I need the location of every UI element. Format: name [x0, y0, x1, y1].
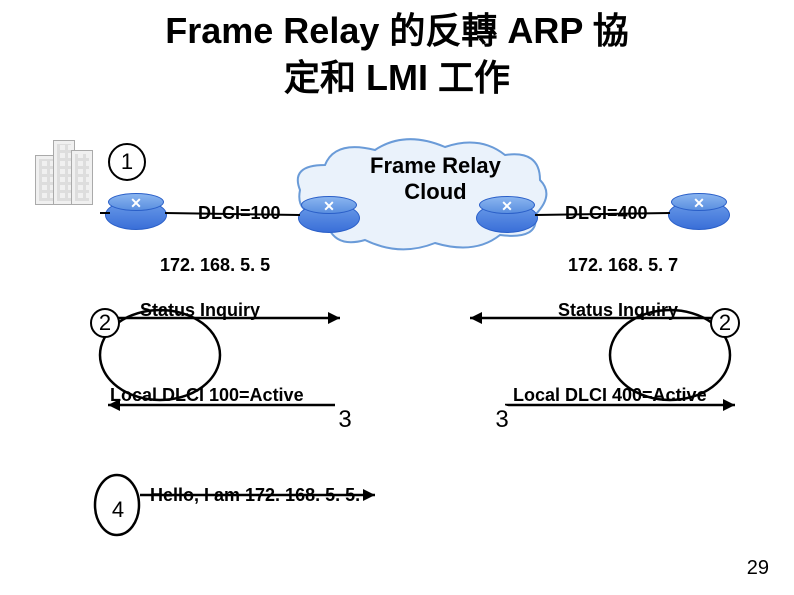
dlci-left-label: DLCI=100 — [198, 203, 281, 224]
dlci-right-label: DLCI=400 — [565, 203, 648, 224]
step-2-right-marker: 2 — [710, 308, 740, 338]
slide-title: Frame Relay 的反轉 ARP 協 定和 LMI 工作 — [0, 0, 794, 102]
status-inquiry-left: Status Inquiry — [140, 300, 260, 321]
frame-relay-diagram: Frame Relay Cloud ✕ ✕ ✕ ✕ 1 DLCI=100 DLC… — [0, 125, 794, 595]
step-3-left-marker: 3 — [330, 405, 360, 435]
step-3-right-marker: 3 — [487, 405, 517, 435]
local-dlci-right: Local DLCI 400=Active — [513, 385, 707, 406]
step-4-marker: 4 — [105, 497, 131, 523]
hello-message: Hello, I am 172. 168. 5. 5. — [150, 485, 360, 506]
page-number: 29 — [747, 557, 769, 580]
title-line2: 定和 LMI 工作 — [284, 57, 510, 98]
ip-right-label: 172. 168. 5. 7 — [568, 255, 678, 276]
ip-left-label: 172. 168. 5. 5 — [160, 255, 270, 276]
status-inquiry-right: Status Inquiry — [558, 300, 678, 321]
local-dlci-left: Local DLCI 100=Active — [110, 385, 304, 406]
step-1-marker: 1 — [108, 143, 146, 181]
step-2-left-marker: 2 — [90, 308, 120, 338]
title-line1: Frame Relay 的反轉 ARP 協 — [165, 10, 628, 51]
